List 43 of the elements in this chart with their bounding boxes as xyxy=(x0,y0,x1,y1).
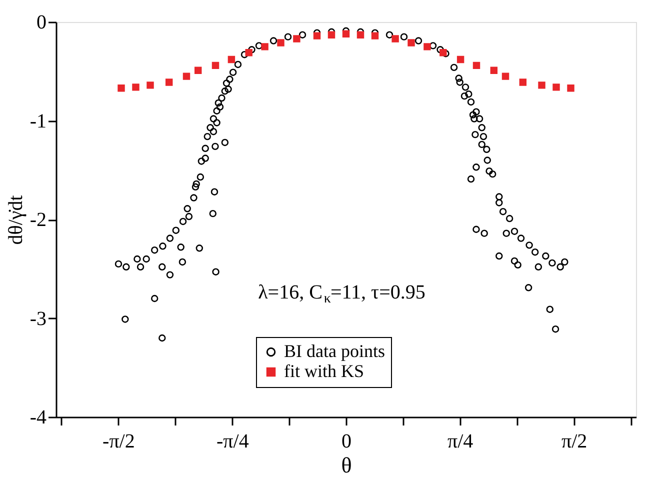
x-tick-label: 0 xyxy=(342,430,352,452)
point xyxy=(132,84,140,91)
point xyxy=(261,43,268,50)
point xyxy=(182,72,190,80)
x-axis-title: θ xyxy=(341,452,352,478)
point xyxy=(371,32,379,40)
point xyxy=(194,66,202,74)
point xyxy=(538,82,546,89)
point xyxy=(356,31,364,38)
point xyxy=(408,39,415,46)
point xyxy=(342,30,350,38)
y-tick-label: 0 xyxy=(36,12,46,34)
point xyxy=(146,82,154,89)
y-axis-title: dθ/γ̇dt xyxy=(4,194,27,245)
x-tick-label: -π/2 xyxy=(102,430,135,452)
point xyxy=(456,56,464,64)
point xyxy=(165,78,173,86)
point xyxy=(440,49,447,56)
point xyxy=(228,56,236,64)
legend-label: BI data points xyxy=(284,341,385,361)
point xyxy=(567,84,574,92)
x-tick-label: -π/4 xyxy=(216,430,249,452)
point xyxy=(245,49,252,56)
point xyxy=(472,62,480,70)
y-tick-label: -1 xyxy=(30,110,46,132)
point xyxy=(424,43,431,50)
point xyxy=(118,84,125,92)
point xyxy=(277,39,284,46)
legend-label: fit with KS xyxy=(284,361,364,381)
y-tick-label: -3 xyxy=(30,308,46,330)
point xyxy=(212,62,220,70)
x-tick-label: π/4 xyxy=(447,430,474,452)
y-tick-label: -2 xyxy=(30,209,46,231)
point xyxy=(552,84,560,91)
y-tick-label: -4 xyxy=(30,406,46,428)
point xyxy=(519,78,527,86)
x-tick-label: π/2 xyxy=(561,430,588,452)
point xyxy=(293,35,300,42)
point xyxy=(392,35,399,42)
point xyxy=(328,31,336,38)
point xyxy=(490,66,498,74)
point xyxy=(502,72,510,80)
point xyxy=(313,32,321,40)
